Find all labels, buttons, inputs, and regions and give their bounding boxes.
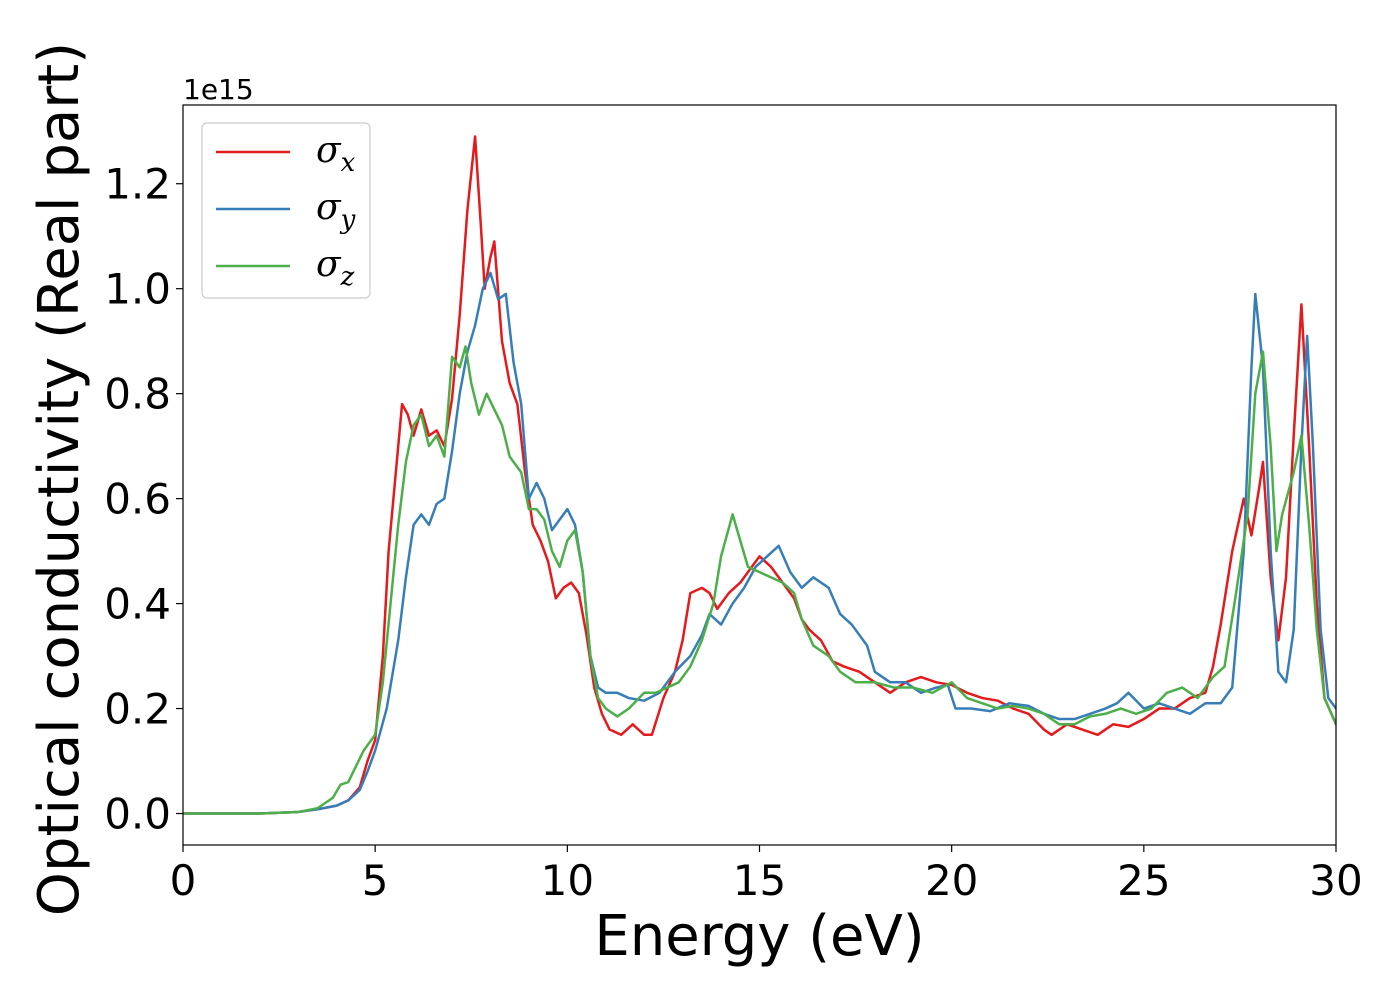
x-tick-label: 0 [170,856,197,905]
legend-label-x: σx [316,130,356,178]
series-line-z [183,345,1336,815]
y-offset-label: 1e15 [183,73,254,106]
x-tick-label: 15 [733,856,786,905]
y-tick-label: 0.4 [104,580,171,629]
y-tick-label: 0.6 [104,475,171,524]
y-tick-label: 0.2 [104,685,171,734]
y-tick-label: 1.0 [104,265,171,314]
y-axis-title: Optical conductivity (Real part) [27,42,92,916]
x-tick-label: 5 [362,856,389,905]
axes: 0 5 10 15 20 25 30 0.0 0.2 0.4 0.6 0.8 1.0 1.2 [104,104,1363,905]
y-tick-label: 1.2 [104,160,171,209]
legend: σx σy σz [201,122,371,299]
x-tick-label: 30 [1309,856,1362,905]
legend-box [201,122,371,299]
legend-label-y: σy [316,187,356,235]
plot-area [183,135,1336,815]
series-line-y [183,271,1336,815]
x-tick-label: 10 [541,856,594,905]
y-tick-label: 0.8 [104,370,171,419]
legend-label-z: σz [316,244,355,292]
x-axis-title: Energy (eV) [594,904,924,969]
y-tick-label: 0.0 [104,790,171,839]
x-tick-label: 20 [925,856,978,905]
x-tick-label: 25 [1117,856,1170,905]
